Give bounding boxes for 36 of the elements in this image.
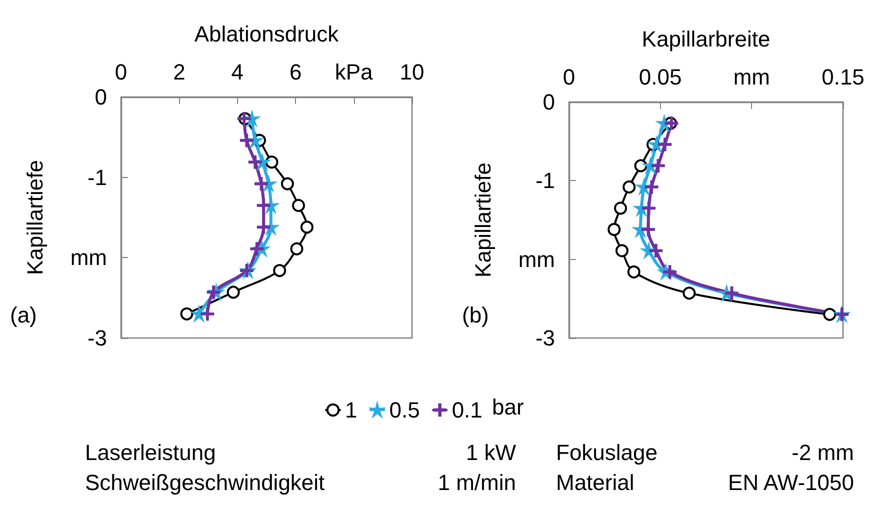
text: (a)	[10, 302, 37, 328]
x-tick-label: 10	[400, 60, 424, 84]
text: 1 m/min	[438, 470, 516, 496]
legend-label: 0.1	[452, 398, 482, 422]
x-axis-title: Kapillarbreite	[642, 26, 770, 52]
x-tick-label: 6	[289, 60, 302, 84]
x-tick-label: 2	[173, 60, 186, 84]
x-tick-label: mm	[733, 64, 770, 90]
x-tick-label: 0	[114, 60, 128, 84]
y-axis-title: Kapillartiefe	[470, 162, 496, 278]
legend-label: 0.5	[389, 398, 420, 422]
x-axis-title: Ablationsdruck	[194, 22, 340, 46]
y-tick-label: mm	[518, 246, 555, 272]
text: Schweißgeschwindigkeit	[85, 470, 325, 496]
text: 1 kW	[466, 440, 516, 466]
y-tick-label: -3	[87, 326, 107, 350]
text: Fokuslage	[556, 440, 658, 466]
y-tick-label: mm	[70, 245, 107, 270]
text: EN AW-1050	[728, 470, 854, 496]
y-axis-title: Kapillartiefe	[22, 160, 48, 275]
x-tick-label: kPa	[334, 60, 374, 84]
text: Laserleistung	[85, 440, 216, 466]
y-tick-label: 0	[94, 84, 107, 110]
x-tick-label: 4	[231, 60, 244, 84]
legend-title: bar	[492, 394, 524, 420]
y-tick-label: 0	[542, 90, 555, 114]
text: (b)	[462, 302, 489, 328]
x-tick-label: 0.15	[822, 64, 864, 90]
y-tick-label: -1	[535, 168, 555, 194]
text: -2 mm	[792, 440, 854, 466]
y-tick-label: -1	[87, 164, 107, 190]
legend-label: 1	[345, 398, 358, 422]
x-tick-label: 0.05	[638, 64, 682, 90]
text: Material	[556, 470, 634, 496]
x-tick-label: 0	[562, 64, 576, 90]
y-tick-label: -3	[535, 326, 555, 350]
